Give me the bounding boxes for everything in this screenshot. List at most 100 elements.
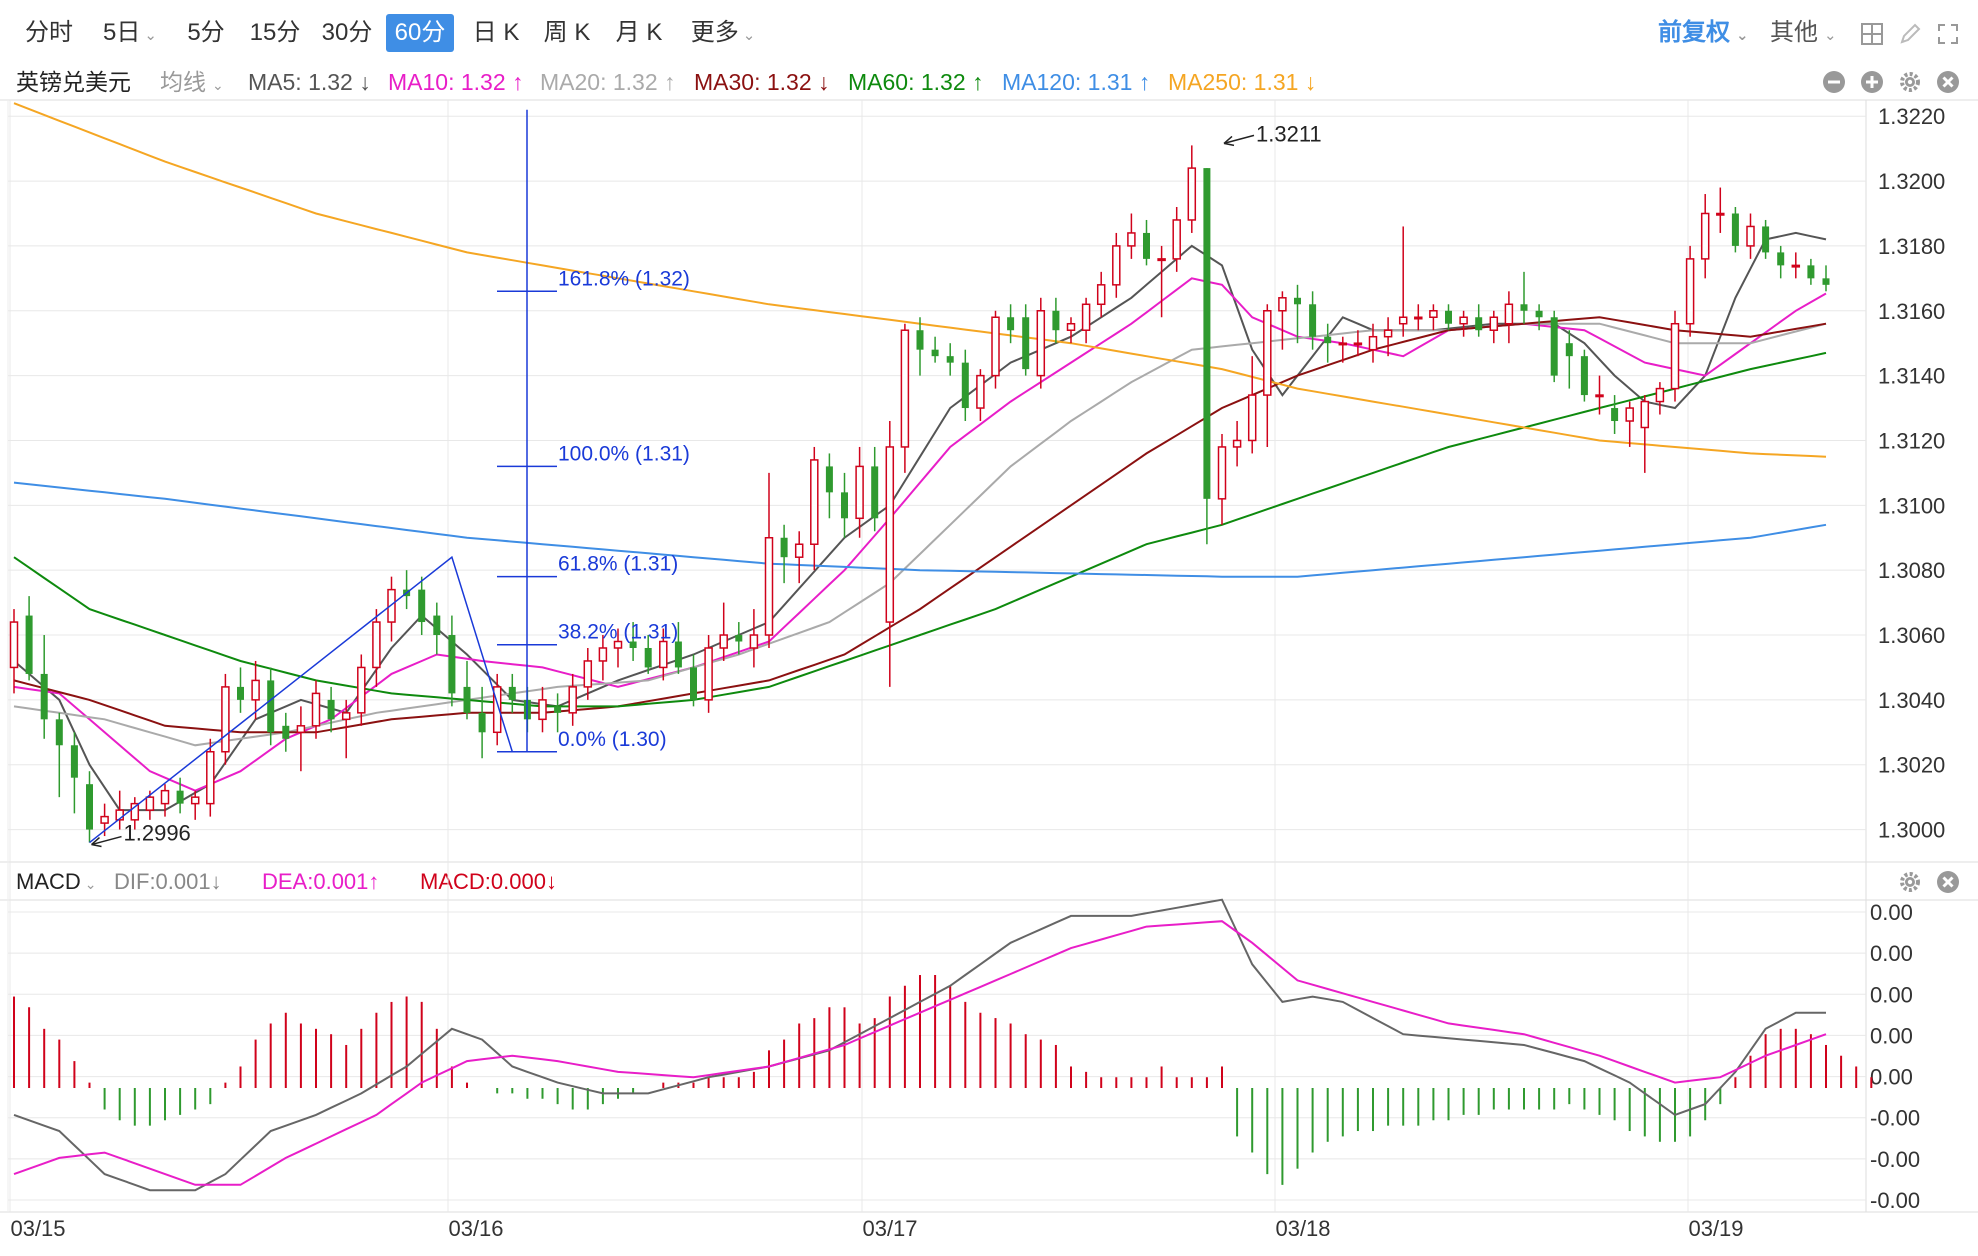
draw-pen-icon[interactable] [1898, 22, 1922, 46]
candle-body-up [1036, 310, 1046, 377]
candle-body-down [448, 635, 456, 694]
candle-body-up [1414, 316, 1423, 320]
candle-body-up [1232, 439, 1242, 448]
candle-body-up [1247, 394, 1257, 442]
candle-body-down [1022, 317, 1030, 370]
y-tick-label: 1.3080 [1878, 558, 1945, 583]
candle-body-up [1187, 167, 1197, 221]
legend-ma250: MA250: 1.31 ↓ [1168, 69, 1317, 95]
legend-dif: DIF:0.001↓ [114, 869, 222, 894]
candle-body-down [478, 712, 486, 733]
tab-5min[interactable]: 5分 [187, 19, 225, 46]
candle-body-up [900, 329, 910, 448]
candle-body-down [916, 330, 924, 350]
candle-body-down [1007, 317, 1015, 331]
candle-body-up [1112, 245, 1121, 286]
y-tick-label: 1.3020 [1878, 753, 1945, 778]
tab-15min[interactable]: 15分 [249, 19, 301, 46]
fullscreen-icon[interactable] [1936, 22, 1960, 46]
fib-level-label: 161.8% (1.32) [558, 267, 690, 290]
legend-ma10: MA10: 1.32 ↑ [388, 69, 524, 95]
ma-type-dropdown[interactable]: 均线 ⌄ [160, 69, 224, 95]
macd-indicator-dropdown[interactable]: MACD ⌄ [16, 869, 97, 894]
fib-level-label: 100.0% (1.31) [558, 442, 690, 465]
tab-60min[interactable]: 60分 [386, 14, 454, 52]
candle-body-up [190, 796, 200, 805]
candle-body-down [674, 641, 682, 668]
high-price-label: 1.3211 [1256, 121, 1322, 146]
y-tick-label: 1.3100 [1878, 493, 1945, 518]
candle-body-down [176, 790, 184, 804]
y-tick-label: 1.3160 [1878, 299, 1945, 324]
candle-body-up [1429, 310, 1438, 319]
candle-body-down [931, 349, 939, 357]
gear-icon[interactable] [1898, 870, 1922, 894]
y-tick-label: 1.3040 [1878, 688, 1945, 713]
candle-body-down [1445, 310, 1452, 324]
tab-30min[interactable]: 30分 [321, 19, 373, 46]
chevron-down-icon: ⌄ [84, 876, 97, 892]
candle-body-down [1611, 408, 1619, 422]
candle-body-up [749, 634, 759, 649]
candle-body-up [659, 640, 668, 669]
ma-line-ma60 [13, 351, 1827, 708]
candle-body-down [433, 615, 441, 636]
candle-body-up [492, 686, 502, 734]
macd-y-tick-label: -0.00 [1870, 1188, 1920, 1213]
tab-week-k[interactable]: 周 K [543, 19, 591, 46]
adjust-dropdown[interactable]: 前复权 ⌄ [1658, 19, 1749, 46]
chevron-down-icon: ⌄ [742, 27, 756, 44]
candle-body-down [554, 706, 562, 713]
tab-day-k[interactable]: 日 K [472, 19, 520, 46]
other-dropdown[interactable]: 其他 ⌄ [1770, 19, 1837, 46]
tab-5day[interactable]: 5日 ⌄ [103, 19, 157, 46]
tab-more[interactable]: 更多 ⌄ [690, 19, 756, 46]
fib-retracement: 161.8% (1.32) 100.0% (1.31) 61.8% (1.31) 38… [89, 109, 690, 844]
candle-body-down [237, 686, 244, 700]
gear-icon[interactable] [1898, 70, 1922, 94]
grid-layout-icon[interactable] [1860, 22, 1884, 46]
candle-body-up [1217, 446, 1227, 500]
macd-line-dif [13, 898, 1826, 1192]
candle-body-down [1731, 213, 1739, 246]
candle-body-up [764, 536, 774, 636]
tab-fenshi[interactable]: 分时 [25, 19, 73, 46]
candle-body-down [1822, 278, 1830, 285]
legend-ma30: MA30: 1.32 ↓ [694, 69, 830, 95]
legend-ma120: MA120: 1.31 ↑ [1002, 69, 1151, 95]
candle-body-up [357, 666, 366, 714]
tab-month-k[interactable]: 月 K [615, 19, 663, 46]
legend-ma60: MA60: 1.32 ↑ [848, 69, 984, 95]
close-circle-icon[interactable] [1936, 70, 1960, 94]
candle-body-down [1807, 265, 1815, 279]
candle-body-down [644, 647, 652, 668]
candle-body-up [311, 692, 321, 727]
candle-body-up [372, 621, 381, 669]
price-grid: 1.3220 1.3200 1.3180 1.3160 1.3140 1.3120 1.31… [8, 104, 1945, 843]
ma-legend-bar: 英镑兑美元 均线 ⌄ MA5: 1.32 ↓ MA10: 1.32 ↑ MA20:… [0, 64, 1978, 100]
candle-body-up [885, 446, 895, 623]
candle-body-down [70, 745, 78, 778]
fib-level-label: 61.8% (1.31) [558, 553, 678, 576]
candle-body-down [1580, 356, 1588, 396]
macd-histogram [13, 975, 1873, 1185]
candle-body-up [976, 374, 985, 409]
minus-circle-icon[interactable] [1822, 70, 1846, 94]
fib-level-label: 38.2% (1.31) [558, 621, 678, 644]
ma-line-ma250 [13, 102, 1827, 458]
candle-body-up [1157, 258, 1166, 262]
candle-body-up [704, 647, 713, 701]
candle-body-up [206, 751, 215, 805]
candle-body-down [1203, 168, 1211, 499]
plus-circle-icon[interactable] [1860, 70, 1884, 94]
candle-body-up [855, 465, 864, 520]
candle-body-up [1172, 219, 1181, 260]
legend-macd: MACD:0.000↓ [420, 869, 557, 894]
macd-y-tick-label: 0.00 [1870, 1065, 1913, 1090]
candle-body-down [403, 589, 411, 597]
close-circle-icon[interactable] [1936, 870, 1960, 894]
candle-body-down [1762, 226, 1770, 253]
candle-body-down [1294, 297, 1301, 305]
ma-line-ma30 [13, 316, 1827, 734]
candle-body-down [946, 356, 954, 363]
